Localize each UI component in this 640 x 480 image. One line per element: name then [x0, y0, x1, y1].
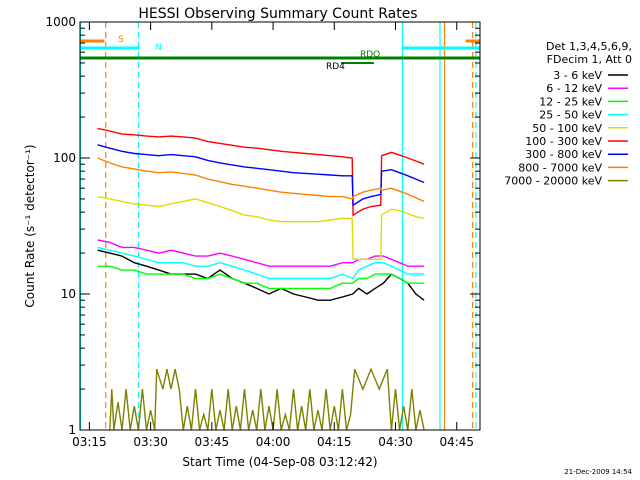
y-axis-ticks: 1 10 100 1000: [45, 15, 480, 437]
legend-label: 800 - 7000 keV: [518, 161, 602, 174]
time-markers: [79, 22, 477, 430]
flag-label-s: S: [118, 35, 124, 45]
x-axis-label: Start Time (04-Sep-08 03:12:42): [182, 455, 377, 469]
flag-label-rd4: RD4: [326, 62, 345, 72]
series-lines: [97, 127, 425, 431]
series-line: [97, 127, 425, 217]
series-line: [97, 195, 425, 260]
legend-label: 50 - 100 keV: [532, 122, 602, 135]
series-line: [97, 157, 425, 203]
flag-bars: S N RDO RD4: [80, 35, 480, 72]
legend-header: Det 1,3,4,5,6,9, FDecim 1, Att 0: [500, 40, 632, 66]
flag-label-rdo: RDO: [360, 50, 380, 60]
y-tick-label: 1: [68, 423, 76, 437]
series-line: [109, 367, 425, 431]
legend-label: 3 - 6 keV: [553, 69, 602, 82]
legend-label: 300 - 800 keV: [525, 148, 602, 161]
legend-label: 6 - 12 keV: [546, 82, 602, 95]
legend-label: 25 - 50 keV: [539, 109, 602, 122]
x-tick-label: 03:45: [195, 435, 230, 449]
legend-label: 12 - 25 keV: [539, 95, 602, 108]
y-tick-label: 1000: [45, 15, 76, 29]
x-tick-label: 04:45: [439, 435, 474, 449]
y-tick-label: 100: [53, 151, 76, 165]
plot-frame: [79, 21, 481, 431]
y-tick-label: 10: [61, 287, 76, 301]
x-tick-label: 04:15: [317, 435, 352, 449]
legend-label: 7000 - 20000 keV: [504, 175, 602, 188]
x-axis-ticks: 03:15 03:30 03:45 04:00 04:15 04:30 04:45: [72, 22, 474, 449]
footer-date: 21-Dec-2009 14:54: [564, 468, 632, 476]
legend-label: 100 - 300 keV: [525, 135, 602, 148]
flag-label-n: N: [155, 43, 162, 53]
x-tick-label: 03:15: [72, 435, 107, 449]
series-line: [97, 246, 425, 280]
legend-header-line: FDecim 1, Att 0: [546, 53, 632, 66]
x-tick-label: 04:00: [256, 435, 291, 449]
series-line: [97, 144, 425, 207]
series-line: [97, 239, 425, 267]
y-axis-label: Count Rate (s⁻¹ detector⁻¹): [23, 144, 37, 307]
x-tick-label: 04:30: [378, 435, 413, 449]
chart-title: HESSI Observing Summary Count Rates: [138, 6, 417, 22]
series-line: [97, 265, 425, 290]
legend-header-line: Det 1,3,4,5,6,9,: [545, 40, 632, 53]
x-tick-label: 03:30: [133, 435, 168, 449]
